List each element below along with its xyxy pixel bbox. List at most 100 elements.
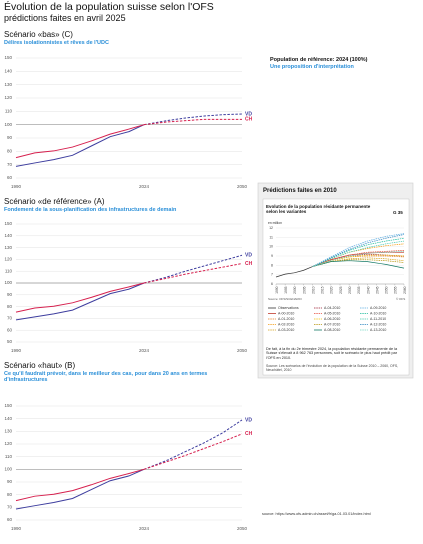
observed-line <box>15 468 145 502</box>
y-tick-label: 80 <box>7 304 13 309</box>
y-tick-label: 110 <box>5 268 13 273</box>
y-tick-label: 130 <box>4 245 12 250</box>
legend-label: A-01-2010 <box>278 317 294 321</box>
legend-label: A-11-2010 <box>370 317 386 321</box>
y-tick-label: 7 <box>271 273 273 277</box>
y-tick-label: 110 <box>5 454 13 459</box>
series-label: VD <box>245 417 252 423</box>
y-tick-label: 120 <box>4 257 12 262</box>
y-tick-label: 150 <box>4 221 12 226</box>
scenario-line <box>312 257 405 267</box>
series-label: VD <box>245 253 252 259</box>
y-tick-label: 70 <box>7 162 13 167</box>
scenario-line <box>312 255 405 267</box>
inset-note: De fait, à la fin du 2e trimestre 2024, … <box>266 347 398 360</box>
projection-line <box>143 254 243 284</box>
y-tick-label: 130 <box>4 82 12 87</box>
y-tick-label: 60 <box>7 175 13 180</box>
y-tick-label: 100 <box>4 467 12 472</box>
inset-panel <box>262 198 410 376</box>
y-tick-label: 140 <box>4 233 12 238</box>
y-tick-label: 60 <box>7 517 13 522</box>
x-tick-label: 2050 <box>237 348 248 353</box>
x-tick-label: 2030 <box>348 286 352 294</box>
series-label: CH <box>245 117 253 123</box>
page-subtitle: prédictions faites en avril 2025 <box>4 13 126 23</box>
chart-subtitle: Ce qu'il faudrait prévoir, dans le meill… <box>4 371 208 384</box>
x-tick-label: 2050 <box>385 286 389 294</box>
x-tick-label: 2024 <box>139 184 150 189</box>
chart-subtitle: Délires isolationnistes et rêves de l'UD… <box>4 40 109 46</box>
x-tick-label: 1990 <box>11 184 22 189</box>
legend-label: A-00-2010 <box>278 311 294 315</box>
y-tick-label: 80 <box>7 492 13 497</box>
legend-label: A-04-2010 <box>324 306 340 310</box>
inset-credit: Source: OFS/SCENARIO <box>268 297 302 301</box>
y-tick-label: 120 <box>4 441 12 446</box>
observed-line <box>15 282 145 321</box>
x-tick-label: 2010 <box>311 286 315 294</box>
series-label: VD <box>245 111 252 117</box>
x-tick-label: 2035 <box>357 286 361 294</box>
x-tick-label: 1990 <box>11 526 22 531</box>
x-tick-label: 2015 <box>321 286 325 294</box>
y-tick-label: 100 <box>4 122 12 127</box>
x-tick-label: 2024 <box>139 348 150 353</box>
y-tick-label: 9 <box>271 254 273 258</box>
y-tick-label: 150 <box>4 403 12 408</box>
scenario-line <box>312 234 405 267</box>
x-tick-label: 2045 <box>375 286 379 294</box>
inset-source: Source: Les scénarios de l'évolution de … <box>266 364 399 373</box>
scenario-line <box>275 266 313 278</box>
y-tick-label: 90 <box>7 292 13 297</box>
observed-line <box>15 468 145 510</box>
x-tick-label: 2020 <box>330 286 334 294</box>
projection-line <box>143 433 243 470</box>
y-tick-label: 130 <box>4 429 12 434</box>
y-tick-label: 60 <box>7 327 13 332</box>
projection-line <box>143 263 243 284</box>
x-tick-label: 2000 <box>293 286 297 294</box>
chart-title: Scénario «haut» (B) <box>4 361 76 370</box>
legend-label: A-03-2010 <box>278 328 294 332</box>
scenario-line <box>312 250 405 267</box>
legend-label: A-08-2010 <box>324 328 340 332</box>
projection-line <box>143 113 243 126</box>
y-tick-label: 140 <box>4 69 12 74</box>
projection-line <box>144 118 242 126</box>
legend-label: A-09-2010 <box>370 306 386 310</box>
y-tick-label: 120 <box>4 95 12 100</box>
legend-label: A-10-2010 <box>370 311 386 315</box>
x-tick-label: 2050 <box>237 184 248 189</box>
scenario-line <box>312 233 405 267</box>
chart-subtitle: Fondement de la sous-planification des i… <box>4 207 177 213</box>
series-label: CH <box>245 431 253 437</box>
x-tick-label: 1990 <box>275 286 279 294</box>
reference-note: Population de référence: 2024 (100%) <box>270 57 368 63</box>
y-tick-label: 140 <box>4 416 12 421</box>
interpretation-note: Une proposition d'interprétation <box>270 64 354 70</box>
observed-line <box>15 124 145 159</box>
source: source: https://www.ofs.admin.ch/asset/f… <box>262 512 371 516</box>
legend-label: Observations <box>278 306 299 310</box>
legend-label: A-13-2010 <box>370 328 386 332</box>
scenario-line <box>312 250 405 267</box>
inset-heading: Prédictions faites en 2010 <box>263 188 337 194</box>
scenario-line <box>312 240 405 267</box>
inset-y-unit: en million <box>268 221 282 225</box>
chart-title: Scénario «bas» (C) <box>4 30 73 39</box>
x-tick-label: 1995 <box>284 286 288 294</box>
y-tick-label: 6 <box>271 282 273 286</box>
scenario-line <box>312 254 405 267</box>
x-tick-label: 2040 <box>366 286 370 294</box>
scenario-line <box>312 259 405 267</box>
y-tick-label: 70 <box>7 316 13 321</box>
y-tick-label: 12 <box>269 226 273 230</box>
projection-line <box>143 419 243 470</box>
x-tick-label: 2060 <box>403 286 407 294</box>
x-tick-label: 2055 <box>394 286 398 294</box>
y-tick-label: 10 <box>269 245 273 249</box>
y-tick-label: 70 <box>7 505 13 510</box>
observed-line <box>15 124 145 167</box>
